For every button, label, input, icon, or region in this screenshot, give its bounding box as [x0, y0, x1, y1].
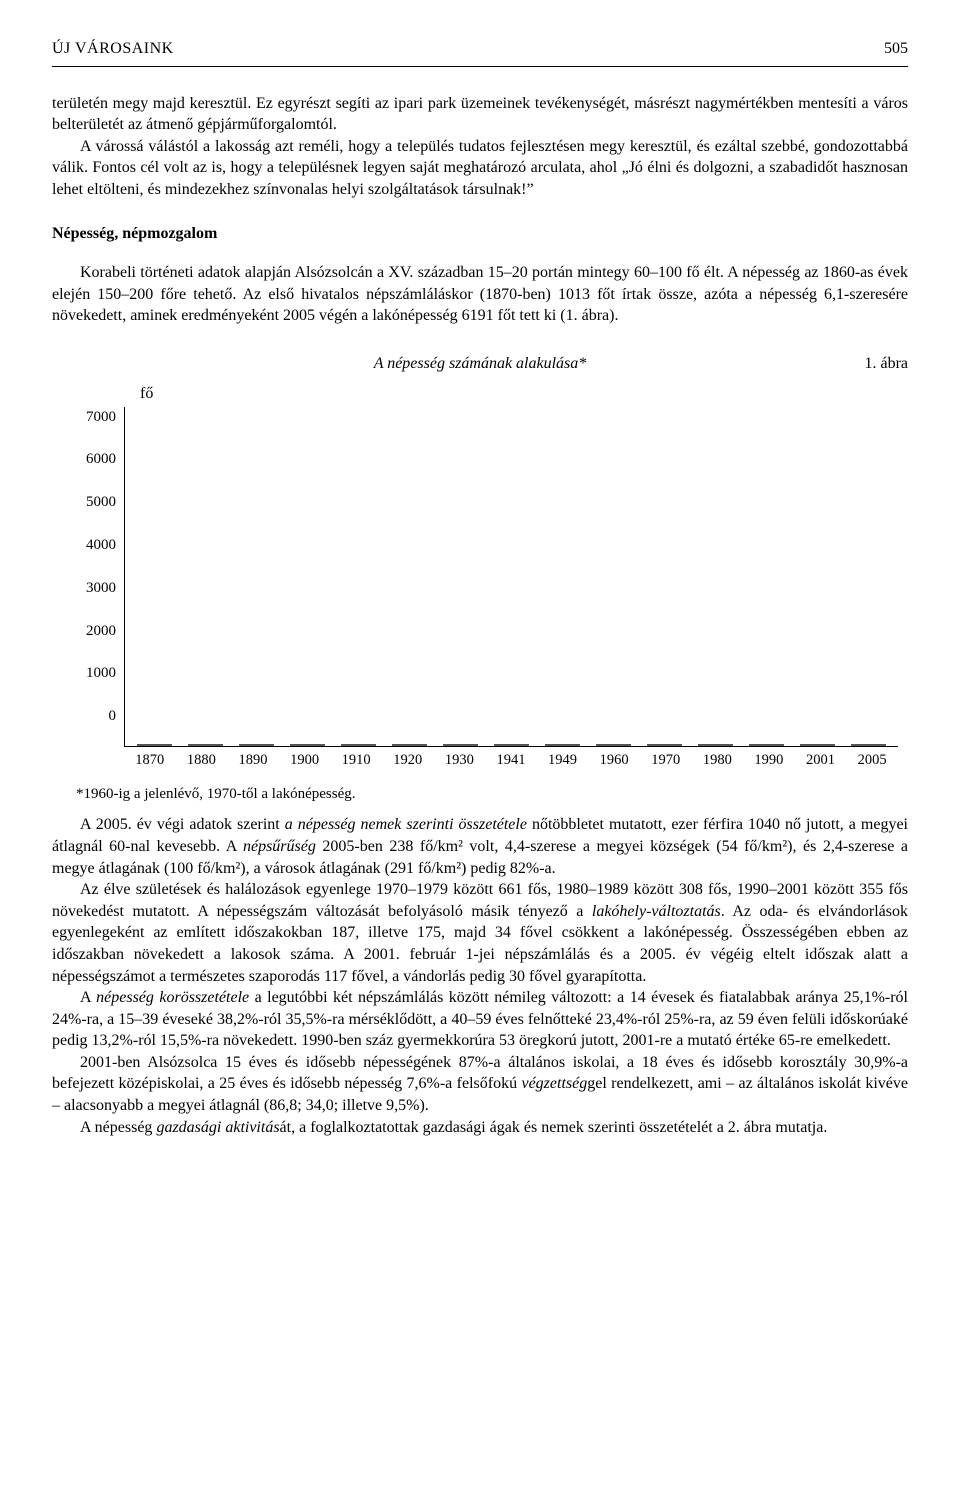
bar [443, 744, 478, 746]
bar-slot [333, 744, 384, 746]
x-tick: 1880 [176, 751, 228, 771]
x-tick: 1960 [588, 751, 640, 771]
paragraph-5: Az élve születések és halálozások egyenl… [52, 879, 908, 987]
header-rule [52, 66, 908, 67]
x-tick: 1920 [382, 751, 434, 771]
running-header: ÚJ VÁROSAINK 505 [52, 38, 908, 60]
y-tick: 1000 [86, 663, 116, 683]
bar-slot [537, 744, 588, 746]
bar-slot [231, 744, 282, 746]
x-tick: 1980 [692, 751, 744, 771]
bar-slot [180, 744, 231, 746]
bar-slot [129, 744, 180, 746]
x-tick: 1910 [330, 751, 382, 771]
chart-title: A népesség számának alakulása* [52, 353, 908, 375]
x-tick: 1941 [485, 751, 537, 771]
x-tick: 1900 [279, 751, 331, 771]
bar-slot [741, 744, 792, 746]
bar-slot [282, 744, 333, 746]
paragraph-1: területén megy majd keresztül. Ez egyrés… [52, 93, 908, 136]
x-axis-labels: 1870188018901900191019201930194119491960… [124, 751, 898, 771]
bar-slot [639, 744, 690, 746]
y-tick: 6000 [86, 449, 116, 469]
chart-footnote: *1960-ig a jelenlévő, 1970-től a lakónép… [76, 784, 908, 804]
paragraph-6: A népesség korösszetétele a legutóbbi ké… [52, 987, 908, 1052]
paragraph-2: A várossá válástól a lakosság azt reméli… [52, 136, 908, 201]
bar [698, 744, 733, 746]
bar [494, 744, 529, 746]
x-tick: 1990 [743, 751, 795, 771]
bar [800, 744, 835, 746]
x-tick: 1890 [227, 751, 279, 771]
y-axis: 7000 6000 5000 4000 3000 2000 1000 0 [76, 407, 124, 727]
page-number: 505 [884, 38, 908, 60]
x-tick: 2001 [795, 751, 847, 771]
bar-slot [843, 744, 894, 746]
bar [239, 744, 274, 746]
section-heading: Népesség, népmozgalom [52, 223, 908, 245]
paragraph-3: Korabeli történeti adatok alapján Alsózs… [52, 262, 908, 327]
population-chart: A népesség számának alakulása* 1. ábra f… [52, 353, 908, 804]
bar [647, 744, 682, 746]
bar [290, 744, 325, 746]
paragraph-8: A népesség gazdasági aktivitását, a fogl… [52, 1117, 908, 1139]
bar-slot [384, 744, 435, 746]
bar-slot [792, 744, 843, 746]
bar [188, 744, 223, 746]
paragraph-7: 2001-ben Alsózsolca 15 éves és idősebb n… [52, 1052, 908, 1117]
bar [851, 744, 886, 746]
bar-slot [486, 744, 537, 746]
y-tick: 2000 [86, 621, 116, 641]
x-tick: 1930 [434, 751, 486, 771]
bar-slot [690, 744, 741, 746]
x-tick: 1870 [124, 751, 176, 771]
chart-plot [124, 407, 898, 747]
bar [545, 744, 580, 746]
x-tick: 1970 [640, 751, 692, 771]
y-tick: 4000 [86, 535, 116, 555]
paragraph-4: A 2005. év végi adatok szerint a népessé… [52, 814, 908, 879]
bar [596, 744, 631, 746]
y-tick: 3000 [86, 578, 116, 598]
chart-figure-label: 1. ábra [864, 353, 908, 375]
bar-slot [435, 744, 486, 746]
y-tick: 7000 [86, 407, 116, 427]
bar [392, 744, 427, 746]
y-tick: 5000 [86, 492, 116, 512]
bar [749, 744, 784, 746]
bar [341, 744, 376, 746]
x-tick: 1949 [537, 751, 589, 771]
x-tick: 2005 [846, 751, 898, 771]
bar [137, 744, 172, 746]
chart-unit-label: fő [140, 383, 908, 405]
y-tick: 0 [109, 706, 117, 726]
bar-slot [588, 744, 639, 746]
header-left: ÚJ VÁROSAINK [52, 38, 174, 60]
